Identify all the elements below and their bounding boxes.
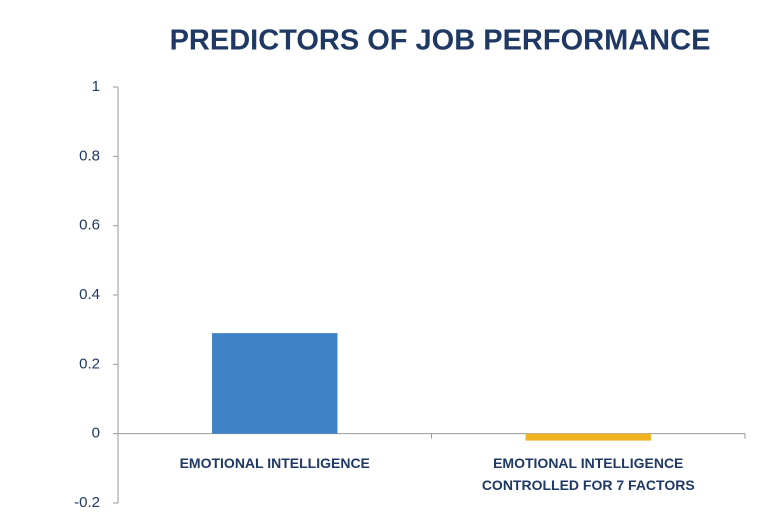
bar bbox=[212, 333, 338, 434]
y-tick-label: 1 bbox=[92, 78, 100, 95]
y-tick-label: 0.6 bbox=[79, 217, 100, 234]
y-tick-label: 0.8 bbox=[79, 147, 100, 164]
y-tick-label: -0.2 bbox=[74, 494, 100, 511]
chart-title: PREDICTORS OF JOB PERFORMANCE bbox=[170, 25, 711, 57]
y-tick-label: 0.2 bbox=[79, 355, 100, 372]
bar bbox=[525, 433, 651, 441]
y-tick-label: 0.4 bbox=[79, 286, 100, 303]
y-tick-label: 0 bbox=[92, 425, 100, 442]
x-tick-label: EMOTIONAL INTELLIGENCE bbox=[179, 454, 370, 471]
x-tick-label: EMOTIONAL INTELLIGENCE CONTROLLED FOR 7 … bbox=[481, 454, 695, 493]
